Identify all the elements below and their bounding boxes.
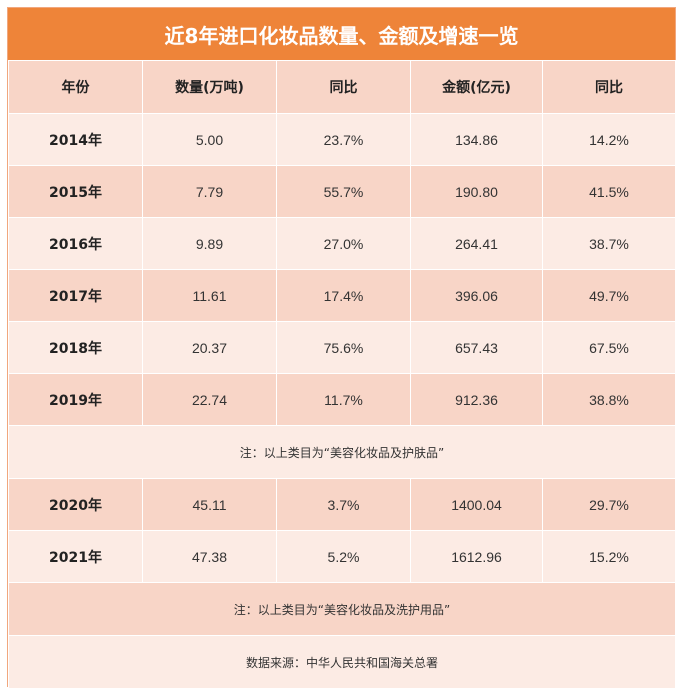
cell-amount-yoy: 49.7% — [542, 269, 676, 322]
table-row: 2019年 22.74 11.7% 912.36 38.8% — [8, 373, 676, 426]
table-row: 2020年 45.11 3.7% 1400.04 29.7% — [8, 478, 676, 531]
cell-amount: 912.36 — [410, 373, 543, 426]
cell-year: 2019年 — [8, 373, 143, 426]
cell-quantity: 7.79 — [142, 165, 277, 218]
source-row: 数据来源：中华人民共和国海关总署 — [8, 635, 676, 689]
cell-quantity: 5.00 — [142, 113, 277, 166]
table-row: 2017年 11.61 17.4% 396.06 49.7% — [8, 269, 676, 322]
cell-amount: 396.06 — [410, 269, 543, 322]
cell-quantity: 45.11 — [142, 478, 277, 531]
category-note-2014-2019: 注：以上类目为“美容化妆品及护肤品” — [8, 425, 676, 479]
cell-amount-yoy: 38.7% — [542, 217, 676, 270]
table-row: 2018年 20.37 75.6% 657.43 67.5% — [8, 321, 676, 374]
cell-amount-yoy: 67.5% — [542, 321, 676, 374]
cell-year: 2016年 — [8, 217, 143, 270]
cell-quantity: 47.38 — [142, 530, 277, 583]
cell-year: 2014年 — [8, 113, 143, 166]
cell-quantity-yoy: 3.7% — [276, 478, 411, 531]
cell-amount-yoy: 15.2% — [542, 530, 676, 583]
cell-year: 2018年 — [8, 321, 143, 374]
table-header-row: 年份 数量(万吨) 同比 金额(亿元) 同比 — [8, 60, 676, 114]
cell-amount: 190.80 — [410, 165, 543, 218]
cell-year: 2017年 — [8, 269, 143, 322]
header-year: 年份 — [8, 60, 143, 114]
note-row: 注：以上类目为“美容化妆品及护肤品” — [8, 425, 676, 479]
import-cosmetics-table: 年份 数量(万吨) 同比 金额(亿元) 同比 2014年 5.00 23.7% … — [8, 60, 676, 689]
table-row: 2014年 5.00 23.7% 134.86 14.2% — [8, 113, 676, 166]
cell-quantity-yoy: 27.0% — [276, 217, 411, 270]
cell-amount: 134.86 — [410, 113, 543, 166]
cell-quantity: 9.89 — [142, 217, 277, 270]
cell-quantity-yoy: 23.7% — [276, 113, 411, 166]
cell-quantity-yoy: 17.4% — [276, 269, 411, 322]
cell-amount: 1400.04 — [410, 478, 543, 531]
note-row: 注：以上类目为“美容化妆品及洗护用品” — [8, 582, 676, 636]
cell-quantity: 11.61 — [142, 269, 277, 322]
header-amount: 金额(亿元) — [410, 60, 543, 114]
table-row: 2015年 7.79 55.7% 190.80 41.5% — [8, 165, 676, 218]
table-card: 近8年进口化妆品数量、金额及增速一览 年份 数量(万吨) 同比 金额(亿元) 同… — [7, 7, 676, 689]
data-source: 数据来源：中华人民共和国海关总署 — [8, 635, 676, 689]
cell-amount: 264.41 — [410, 217, 543, 270]
cell-quantity: 20.37 — [142, 321, 277, 374]
cell-year: 2021年 — [8, 530, 143, 583]
cell-year: 2020年 — [8, 478, 143, 531]
cell-amount-yoy: 14.2% — [542, 113, 676, 166]
category-note-2020-2021: 注：以上类目为“美容化妆品及洗护用品” — [8, 582, 676, 636]
table-row: 2016年 9.89 27.0% 264.41 38.7% — [8, 217, 676, 270]
cell-quantity: 22.74 — [142, 373, 277, 426]
cell-quantity-yoy: 75.6% — [276, 321, 411, 374]
cell-quantity-yoy: 55.7% — [276, 165, 411, 218]
cell-amount-yoy: 38.8% — [542, 373, 676, 426]
cell-quantity-yoy: 11.7% — [276, 373, 411, 426]
cell-quantity-yoy: 5.2% — [276, 530, 411, 583]
cell-amount: 1612.96 — [410, 530, 543, 583]
header-quantity-yoy: 同比 — [276, 60, 411, 114]
table-row: 2021年 47.38 5.2% 1612.96 15.2% — [8, 530, 676, 583]
cell-amount: 657.43 — [410, 321, 543, 374]
header-amount-yoy: 同比 — [542, 60, 676, 114]
header-quantity: 数量(万吨) — [142, 60, 277, 114]
cell-amount-yoy: 29.7% — [542, 478, 676, 531]
cell-amount-yoy: 41.5% — [542, 165, 676, 218]
table-title: 近8年进口化妆品数量、金额及增速一览 — [8, 8, 675, 60]
cell-year: 2015年 — [8, 165, 143, 218]
